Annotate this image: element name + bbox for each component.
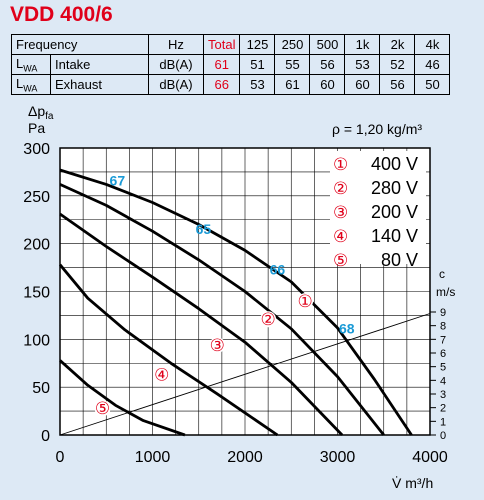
legend-label: 280 V <box>371 178 418 198</box>
curve-marker: ③ <box>210 336 225 355</box>
y-tick-label: 50 <box>32 380 50 397</box>
curve-marker-bg <box>94 400 111 417</box>
y-tick-label: 250 <box>23 189 50 206</box>
y-tick-label: 200 <box>23 237 50 254</box>
row-value: 60 <box>344 74 381 95</box>
y-tick-label: 0 <box>41 428 50 445</box>
density-label: ρ = 1,20 kg/m³ <box>332 121 422 137</box>
axes: 0 1000 2000 3000 400005010015020025030001234… <box>23 141 448 466</box>
table-header-row: Frequency Hz Total 125 250 500 1k 2k 4k <box>11 34 451 55</box>
row-unit: dB(A) <box>148 54 204 75</box>
symbol-text: L <box>16 55 24 71</box>
legend-label: 200 V <box>371 202 418 222</box>
y-axis-unit: Pa <box>28 120 45 136</box>
fan-curve <box>59 183 385 436</box>
symbol-text: L <box>16 75 24 91</box>
curve-marker-bg <box>153 366 170 383</box>
row-name: Exhaust <box>50 74 149 95</box>
velocity-axis-unit: m/s <box>436 285 455 299</box>
symbol-sub: WA <box>23 83 38 94</box>
velocity-tick-label: 0 <box>440 430 446 442</box>
y-tick-label: 300 <box>23 141 50 158</box>
header-cell: 250 <box>274 34 311 55</box>
legend-label: 140 V <box>371 226 418 246</box>
legend-marker: ④ <box>333 227 348 246</box>
x-tick-label: 2000 <box>227 449 263 466</box>
row-value: 50 <box>414 74 451 95</box>
legend-label: 80 V <box>381 250 418 270</box>
system-line <box>59 313 431 436</box>
curve-marker-bg <box>209 337 226 354</box>
page-title: VDD 400/6 <box>10 3 113 26</box>
x-tick-label: 3000 <box>320 449 356 466</box>
velocity-tick-label: 1 <box>440 416 446 428</box>
legend-marker: ⑤ <box>333 251 348 270</box>
x-axis-label: V̇ m³/h <box>392 475 433 491</box>
x-tick-label: 4000 <box>412 449 448 466</box>
legend-marker: ② <box>333 179 348 198</box>
efficiency-label: 66 <box>270 261 286 277</box>
legend-marker: ① <box>333 155 348 174</box>
x-tick-label: 0 <box>56 449 65 466</box>
fan-curve <box>59 359 186 437</box>
symbol-sub: WA <box>23 63 38 74</box>
velocity-axis-label: c <box>439 267 445 281</box>
legend-box <box>330 151 426 264</box>
row-value: 53 <box>239 74 276 95</box>
row-name: Intake <box>50 54 149 75</box>
velocity-tick-label: 3 <box>440 389 446 401</box>
efficiency-label: 68 <box>339 321 355 337</box>
x-tick-label: 1000 <box>135 449 171 466</box>
efficiency-label: 65 <box>196 221 212 237</box>
velocity-tick-label: 8 <box>440 321 446 333</box>
curve-marker: ④ <box>154 366 169 385</box>
curve-marker: ① <box>298 292 313 311</box>
legend-label: 400 V <box>371 154 418 174</box>
row-unit: dB(A) <box>148 74 204 95</box>
velocity-tick-label: 6 <box>440 348 446 360</box>
fan-curve <box>59 212 344 436</box>
fan-curves <box>58 168 431 437</box>
curve-marker-bg <box>260 311 277 328</box>
row-total: 66 <box>202 74 241 95</box>
y-tick-label: 100 <box>23 332 50 349</box>
velocity-tick-label: 4 <box>440 375 446 387</box>
velocity-tick-label: 9 <box>440 307 446 319</box>
row-value: 61 <box>274 74 311 95</box>
fan-curve <box>58 263 279 437</box>
plot-frame <box>59 147 431 436</box>
fan-curve <box>59 168 413 436</box>
header-cell: 125 <box>239 34 276 55</box>
curve-marker: ② <box>261 310 276 329</box>
efficiency-label: 67 <box>110 172 126 188</box>
velocity-tick-label: 7 <box>440 334 446 346</box>
velocity-tick-label: 2 <box>440 403 446 415</box>
sound-power-table: Frequency Hz Total 125 250 500 1k 2k 4k … <box>11 34 451 95</box>
curve-marker-bg <box>297 293 314 310</box>
annotations: 67 65 66 68 ① ② ③ ④ ⑤ ① 400 V ② 280 V ③ 200 V ④ 140 V ⑤ 80… <box>94 151 426 418</box>
row-value: 55 <box>274 54 311 75</box>
velocity-tick-label: 5 <box>440 362 446 374</box>
y-label-sub: fa <box>45 111 54 122</box>
row-value: 60 <box>309 74 346 95</box>
curve-marker: ⑤ <box>95 399 110 418</box>
y-tick-label: 150 <box>23 285 50 302</box>
y-label-symbol: Δp <box>28 103 45 119</box>
legend-marker: ③ <box>333 203 348 222</box>
table-row: LWA Exhaust dB(A) 66 53 61 60 60 56 50 <box>11 74 451 95</box>
row-value: 46 <box>414 54 451 75</box>
y-axis-label: Δpfa <box>28 103 54 122</box>
